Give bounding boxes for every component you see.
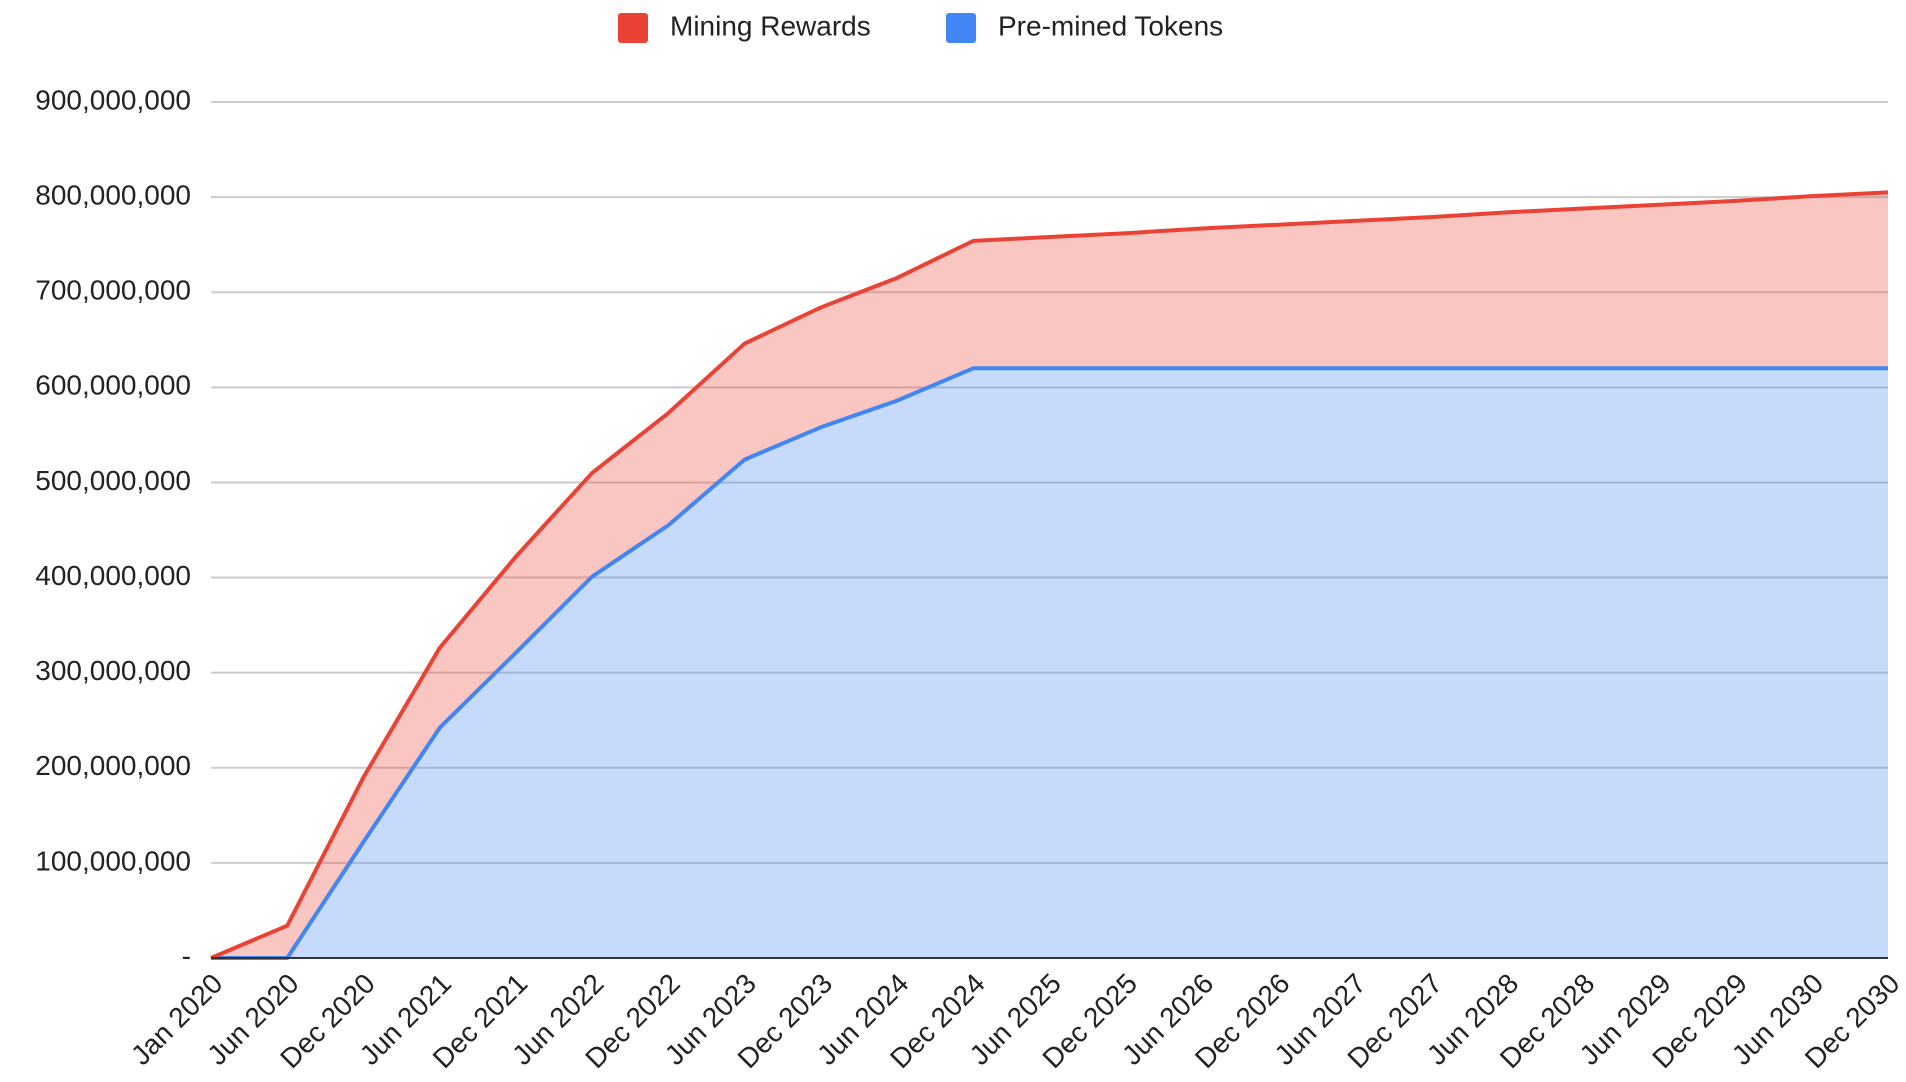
area-fill <box>211 192 1888 958</box>
y-tick-label: 600,000,000 <box>35 370 191 401</box>
legend-swatch <box>618 13 648 43</box>
y-tick-label: - <box>182 940 191 971</box>
legend-label: Mining Rewards <box>670 10 871 41</box>
area-line <box>210 190 1889 960</box>
area-line <box>211 366 1888 960</box>
legend-swatch <box>946 13 976 43</box>
legend-label: Pre-mined Tokens <box>998 10 1223 41</box>
y-tick-label: 800,000,000 <box>35 180 191 211</box>
y-tick-label: 400,000,000 <box>35 560 191 591</box>
y-tick-label: 500,000,000 <box>35 465 191 496</box>
y-tick-label: 300,000,000 <box>35 655 191 686</box>
y-tick-label: 700,000,000 <box>35 275 191 306</box>
y-tick-label: 100,000,000 <box>35 845 191 876</box>
y-tick-label: 200,000,000 <box>35 750 191 781</box>
y-tick-label: 900,000,000 <box>35 84 191 115</box>
area-fill <box>211 368 1888 958</box>
